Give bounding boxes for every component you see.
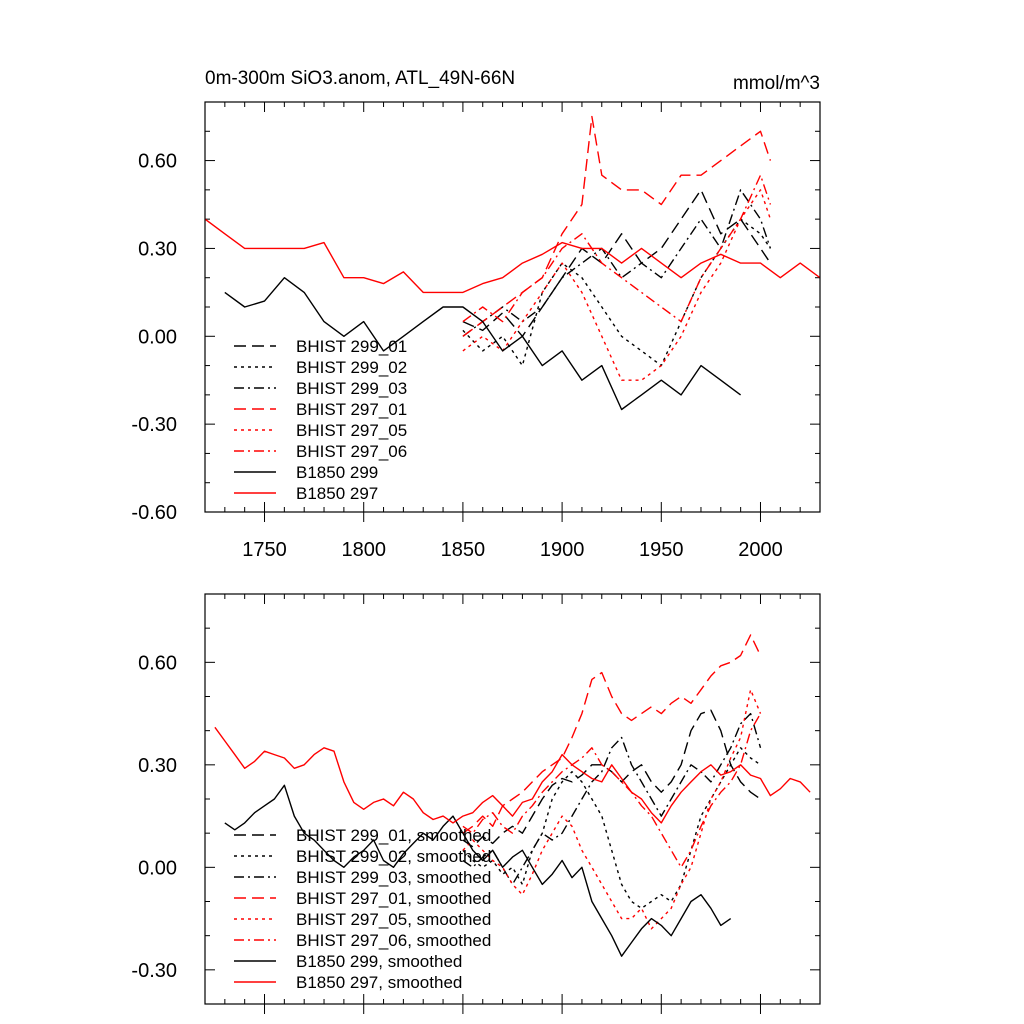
series-line-bhist-297-06-smoothed [462,713,762,868]
series-line-bhist-297-06 [462,174,772,323]
series-line-bhist-297-01 [462,115,772,337]
legend-label-bhist-297-05: BHIST 297_05 [296,421,407,440]
series-group [205,115,820,411]
y-tick-label: 0.30 [138,755,177,777]
series-line-b1850-297 [205,218,820,294]
series-line-bhist-299-01-smoothed [462,709,761,848]
legend: BHIST 299_01 BHIST 299_02 BHIST 299_03 BHIS… [234,337,407,503]
x-tick-label: 1750 [242,539,287,561]
units-label: mmol/m^3 [733,73,820,94]
y-tick-label: 0.60 [138,151,177,173]
legend-label-bhist-297-01-smoothed: BHIST 297_01, smoothed [296,889,491,908]
x-tick-label: 1950 [639,539,684,561]
series-line-b1850-299 [224,277,742,411]
series-line-bhist-297-05 [462,189,772,381]
top-panel: 0m-300m SiO3.anom, ATL_49N-66N mmol/m^3 … [131,68,821,561]
x-tick-label: 1850 [441,539,486,561]
series-group [214,634,811,957]
legend-label-bhist-299-02: BHIST 299_02 [296,358,407,377]
chart-title: 0m-300m SiO3.anom, ATL_49N-66N [205,68,515,89]
y-tick-label: -0.30 [131,960,177,982]
y-tick-label: 0.60 [138,652,177,674]
y-tick-label: 0.30 [138,238,177,260]
top-plot-frame [204,101,821,513]
legend-label-b1850-299: B1850 299 [296,463,378,482]
series-line-bhist-299-02 [462,218,771,367]
series-line-bhist-299-03 [462,189,772,337]
y-tick-label: 0.00 [138,857,177,879]
series-line-bhist-299-03-smoothed [462,712,762,886]
legend-label-bhist-297-06: BHIST 297_06 [296,442,407,461]
bottom-plot-frame [204,593,821,1005]
y-tick-label: 0.00 [138,326,177,348]
series-line-bhist-299-02-smoothed [462,747,761,909]
legend-label-bhist-299-01-smoothed: BHIST 299_01, smoothed [296,826,491,845]
x-tick-label: 1800 [341,539,386,561]
legend-label-bhist-297-06-smoothed: BHIST 297_06, smoothed [296,931,491,950]
series-line-bhist-299-01 [462,189,771,337]
x-tick-label: 2000 [738,539,783,561]
legend-label-bhist-297-01: BHIST 297_01 [296,400,407,419]
legend-label-bhist-299-03: BHIST 299_03 [296,379,407,398]
series-line-b1850-299-smoothed [224,784,732,957]
y-tick-label: -0.30 [131,414,177,436]
legend-label-bhist-299-01: BHIST 299_01 [296,337,407,356]
series-line-bhist-297-05-smoothed [462,689,762,930]
legend-label-bhist-299-03-smoothed: BHIST 299_03, smoothed [296,868,491,887]
legend-label-b1850-297-smoothed: B1850 297, smoothed [296,973,462,992]
y-tick-label: -0.60 [131,502,177,524]
legend-label-b1850-297: B1850 297 [296,484,378,503]
legend-label-bhist-299-02-smoothed: BHIST 299_02, smoothed [296,847,491,866]
x-tick-label: 1900 [540,539,585,561]
legend: BHIST 299_01, smoothed BHIST 299_02, smoo… [234,826,491,992]
top-plot-area: 1750 1800 1850 1900 1950 2000 -0.60 -0.30 0.00 0.… [131,101,820,561]
series-line-bhist-297-01-smoothed [462,634,762,834]
series-line-b1850-297-smoothed [214,726,811,824]
legend-label-bhist-297-05-smoothed: BHIST 297_05, smoothed [296,910,491,929]
legend-label-b1850-299-smoothed: B1850 299, smoothed [296,952,462,971]
